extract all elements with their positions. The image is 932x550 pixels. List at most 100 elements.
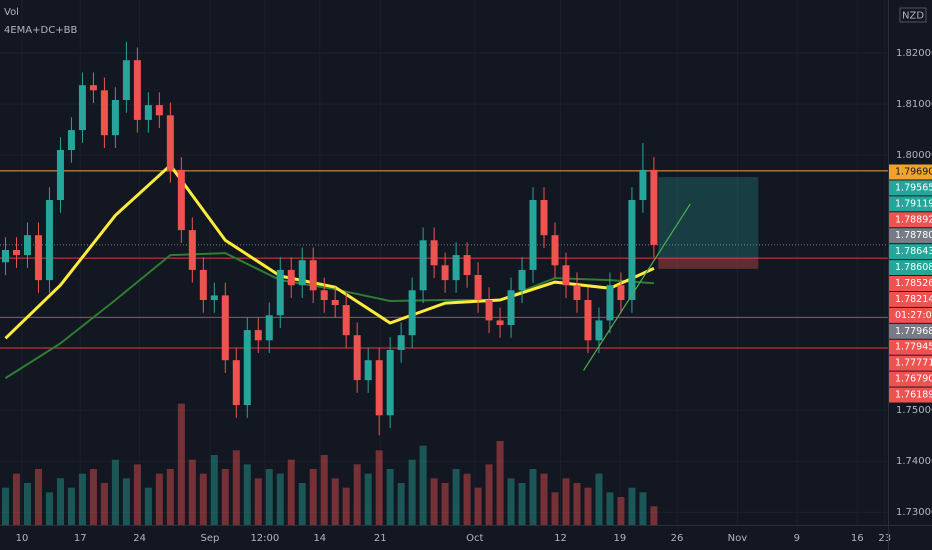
y-tick-label: 1.73000 xyxy=(896,507,932,518)
x-tick-label: 21 xyxy=(374,533,387,544)
candle-body xyxy=(56,150,64,200)
candle-body xyxy=(133,60,141,120)
volume-bar xyxy=(221,469,229,525)
x-tick-label: Oct xyxy=(466,533,483,544)
volume-bar xyxy=(628,487,636,525)
price-tag-label: 1.78780 xyxy=(895,230,932,241)
candle-body xyxy=(562,265,570,286)
candle-body xyxy=(188,230,196,270)
y-tick-label: 1.74000 xyxy=(896,456,932,467)
volume-bar xyxy=(397,483,405,525)
candle-body xyxy=(606,285,614,321)
candle-body xyxy=(353,335,361,381)
x-tick-label: 17 xyxy=(74,533,87,544)
volume-bar xyxy=(518,483,526,525)
price-tag-label: 01:27:08 xyxy=(895,310,932,321)
candle-body xyxy=(342,305,350,336)
candle-body xyxy=(485,300,493,321)
volume-bar xyxy=(133,464,141,525)
volume-bar xyxy=(287,459,295,525)
candle-body xyxy=(474,275,482,300)
candle-body xyxy=(463,255,471,275)
volume-bar xyxy=(1,487,9,525)
volume-bar xyxy=(386,469,394,525)
volume-bar xyxy=(122,478,130,525)
candle-body xyxy=(375,360,383,416)
candle-body xyxy=(584,300,592,341)
volume-bar xyxy=(463,473,471,525)
volume-bar xyxy=(265,469,273,525)
candle-body xyxy=(166,115,174,170)
candle-body xyxy=(540,200,548,236)
price-tag-label: 1.79565 xyxy=(895,182,932,193)
currency-box xyxy=(899,7,927,23)
price-tag xyxy=(889,260,932,276)
candle-body xyxy=(452,255,460,281)
volume-bar xyxy=(551,492,559,525)
x-tick-label: 24 xyxy=(133,533,146,544)
volume-bar xyxy=(419,445,427,525)
volume-bar xyxy=(441,483,449,525)
candle-body xyxy=(617,285,625,300)
candle-body xyxy=(254,330,262,341)
candle-body xyxy=(100,90,108,136)
volume-bar xyxy=(617,497,625,525)
position-target xyxy=(658,177,759,259)
x-tick-label: Sep xyxy=(200,533,219,544)
candle-body xyxy=(650,169,658,245)
x-tick-label: 14 xyxy=(313,533,326,544)
volume-bar xyxy=(210,455,218,525)
price-tag xyxy=(889,212,932,228)
volume-bar xyxy=(639,492,647,525)
y-tick-label: 1.81000 xyxy=(896,99,932,110)
price-tag-label: 1.78214 xyxy=(895,294,932,305)
candle-body xyxy=(331,300,339,306)
volume-bar xyxy=(573,483,581,525)
price-tag xyxy=(889,228,932,244)
volume-label: Vol xyxy=(4,7,19,18)
volume-bar xyxy=(331,478,339,525)
volume-bar xyxy=(232,450,240,525)
candle-body xyxy=(111,100,119,136)
price-tag-label: 1.79690 xyxy=(895,167,932,178)
volume-bar xyxy=(529,469,537,525)
x-tick-label: 9 xyxy=(794,533,800,544)
candle-body xyxy=(210,295,218,300)
price-tag-label: 1.78892 xyxy=(895,214,932,225)
volume-bar xyxy=(320,455,328,525)
volume-bar xyxy=(562,478,570,525)
candle-body xyxy=(529,200,537,270)
candle-body xyxy=(221,295,229,361)
price-tag-label: 1.77945 xyxy=(895,342,932,353)
candle-body xyxy=(386,350,394,416)
volume-bar xyxy=(474,487,482,525)
candle-body xyxy=(551,235,559,266)
candle-body xyxy=(177,169,185,231)
candle-body xyxy=(518,269,526,291)
candle-body xyxy=(122,60,130,100)
candle-body xyxy=(89,85,97,91)
volume-bar xyxy=(342,487,350,525)
moving-average xyxy=(4,163,655,340)
y-tick-label: 1.80000 xyxy=(896,150,932,161)
trendline xyxy=(583,203,691,371)
volume-bar xyxy=(650,506,658,525)
y-tick-label: 1.75000 xyxy=(896,405,932,416)
candle-body xyxy=(595,320,603,341)
candle-body xyxy=(78,85,86,131)
volume-bar xyxy=(45,492,53,525)
volume-bar xyxy=(199,473,207,525)
volume-bar xyxy=(188,459,196,525)
volume-bar xyxy=(507,478,515,525)
candle-body xyxy=(276,269,284,316)
volume-bar xyxy=(166,469,174,525)
candle-body xyxy=(1,250,9,263)
volume-bar xyxy=(496,441,504,525)
candle-body xyxy=(155,105,163,116)
candle-body xyxy=(639,169,647,200)
x-tick-label: Nov xyxy=(728,533,748,544)
volume-bar xyxy=(144,487,152,525)
candle-body xyxy=(397,335,405,350)
candle-body xyxy=(23,235,31,256)
